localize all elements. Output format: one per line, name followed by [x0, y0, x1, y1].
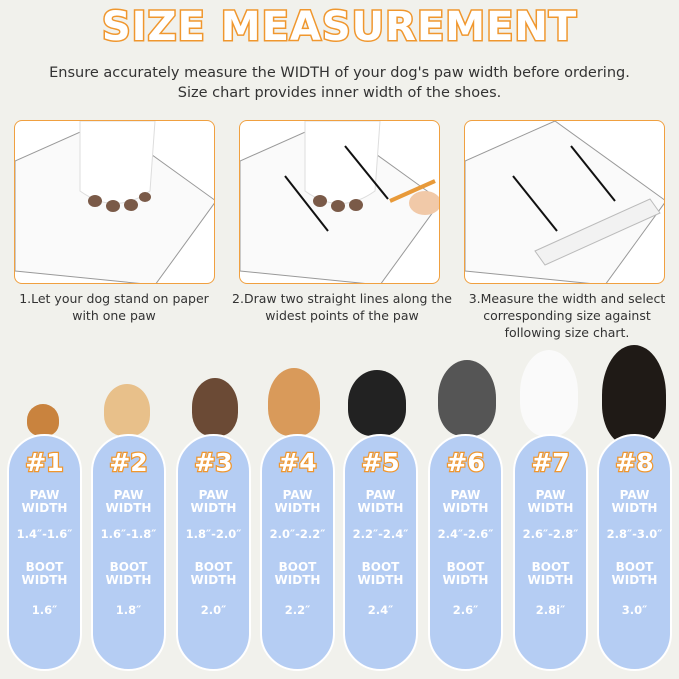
size-label: #3 [193, 447, 234, 479]
boot-width-label: BOOT WIDTH [105, 560, 152, 587]
page-title: SIZE MEASUREMENT [100, 3, 578, 52]
size-label: #4 [277, 447, 318, 479]
size-label: #6 [445, 447, 486, 479]
dog-image-7 [520, 350, 578, 436]
paw-width-label: PAW WIDTH [190, 488, 237, 515]
size-card-1: #1 PAW WIDTH 1.4″-1.6″ BOOT WIDTH 1.6″ [7, 434, 82, 671]
size-card-7: #7 PAW WIDTH 2.6″-2.8″ BOOT WIDTH 2.8i″ [513, 434, 588, 671]
subtitle-line: Ensure accurately measure the WIDTH of y… [49, 65, 630, 81]
size-card-4: #4 PAW WIDTH 2.0″-2.2″ BOOT WIDTH 2.2″ [260, 434, 335, 671]
dog-image-6 [438, 360, 496, 436]
size-label: #2 [108, 447, 149, 479]
size-card-3: #3 PAW WIDTH 1.8″-2.0″ BOOT WIDTH 2.0″ [176, 434, 251, 671]
paw-width-value: 2.8″-3.0″ [606, 527, 663, 541]
boot-width-value: 1.8″ [115, 603, 142, 617]
paw-width-value: 2.6″-2.8″ [522, 527, 579, 541]
paw-width-label: PAW WIDTH [105, 488, 152, 515]
size-label: #8 [614, 447, 655, 479]
paw-width-value: 2.2″-2.4″ [352, 527, 409, 541]
paw-width-label: PAW WIDTH [527, 488, 574, 515]
draw-lines-illustration [240, 121, 439, 283]
boot-width-label: BOOT WIDTH [190, 560, 237, 587]
boot-width-value: 2.2″ [284, 603, 311, 617]
boot-width-value: 1.6″ [31, 603, 58, 617]
paw-on-paper-illustration [15, 121, 214, 283]
size-label: #1 [24, 447, 65, 479]
boot-width-value: 3.0″ [621, 603, 648, 617]
paw-width-label: PAW WIDTH [611, 488, 658, 515]
dog-image-2 [104, 384, 150, 436]
dog-image-4 [268, 368, 320, 436]
paw-width-value: 1.8″-2.0″ [185, 527, 242, 541]
boot-width-label: BOOT WIDTH [611, 560, 658, 587]
size-card-5: #5 PAW WIDTH 2.2″-2.4″ BOOT WIDTH 2.4″ [343, 434, 418, 671]
dog-image-8 [602, 345, 666, 445]
paw-width-label: PAW WIDTH [357, 488, 404, 515]
paw-width-label: PAW WIDTH [274, 488, 321, 515]
measure-ruler-illustration [465, 121, 664, 283]
size-label: #7 [530, 447, 571, 479]
boot-width-value: 2.4″ [367, 603, 394, 617]
paw-width-label: PAW WIDTH [21, 488, 68, 515]
subtitle: Ensure accurately measure the WIDTH of y… [0, 63, 679, 103]
step-2-caption: 2.Draw two straight lines along the wide… [232, 291, 452, 323]
paw-width-value: 2.4″-2.6″ [437, 527, 494, 541]
boot-width-label: BOOT WIDTH [442, 560, 489, 587]
subtitle-line: Size chart provides inner width of the s… [177, 85, 502, 101]
boot-width-label: BOOT WIDTH [21, 560, 68, 587]
dog-image-5 [348, 370, 406, 436]
dog-image-1 [27, 404, 59, 436]
boot-width-value: 2.8i″ [535, 603, 566, 617]
paw-width-value: 1.4″-1.6″ [16, 527, 73, 541]
size-card-2: #2 PAW WIDTH 1.6″-1.8″ BOOT WIDTH 1.8″ [91, 434, 166, 671]
step-2-image [239, 120, 440, 284]
step-1-image [14, 120, 215, 284]
paw-width-label: PAW WIDTH [442, 488, 489, 515]
boot-width-label: BOOT WIDTH [357, 560, 404, 587]
dog-image-3 [192, 378, 238, 436]
boot-width-label: BOOT WIDTH [274, 560, 321, 587]
paw-width-value: 1.6″-1.8″ [100, 527, 157, 541]
boot-width-value: 2.6″ [452, 603, 479, 617]
step-3-caption: 3.Measure the width and select correspon… [468, 291, 666, 340]
boot-width-value: 2.0″ [200, 603, 227, 617]
step-1-caption: 1.Let your dog stand on paper with one p… [19, 291, 209, 323]
boot-width-label: BOOT WIDTH [527, 560, 574, 587]
paw-width-value: 2.0″-2.2″ [269, 527, 326, 541]
size-card-8: #8 PAW WIDTH 2.8″-3.0″ BOOT WIDTH 3.0″ [597, 434, 672, 671]
size-card-6: #6 PAW WIDTH 2.4″-2.6″ BOOT WIDTH 2.6″ [428, 434, 503, 671]
size-label: #5 [360, 447, 401, 479]
step-3-image [464, 120, 665, 284]
